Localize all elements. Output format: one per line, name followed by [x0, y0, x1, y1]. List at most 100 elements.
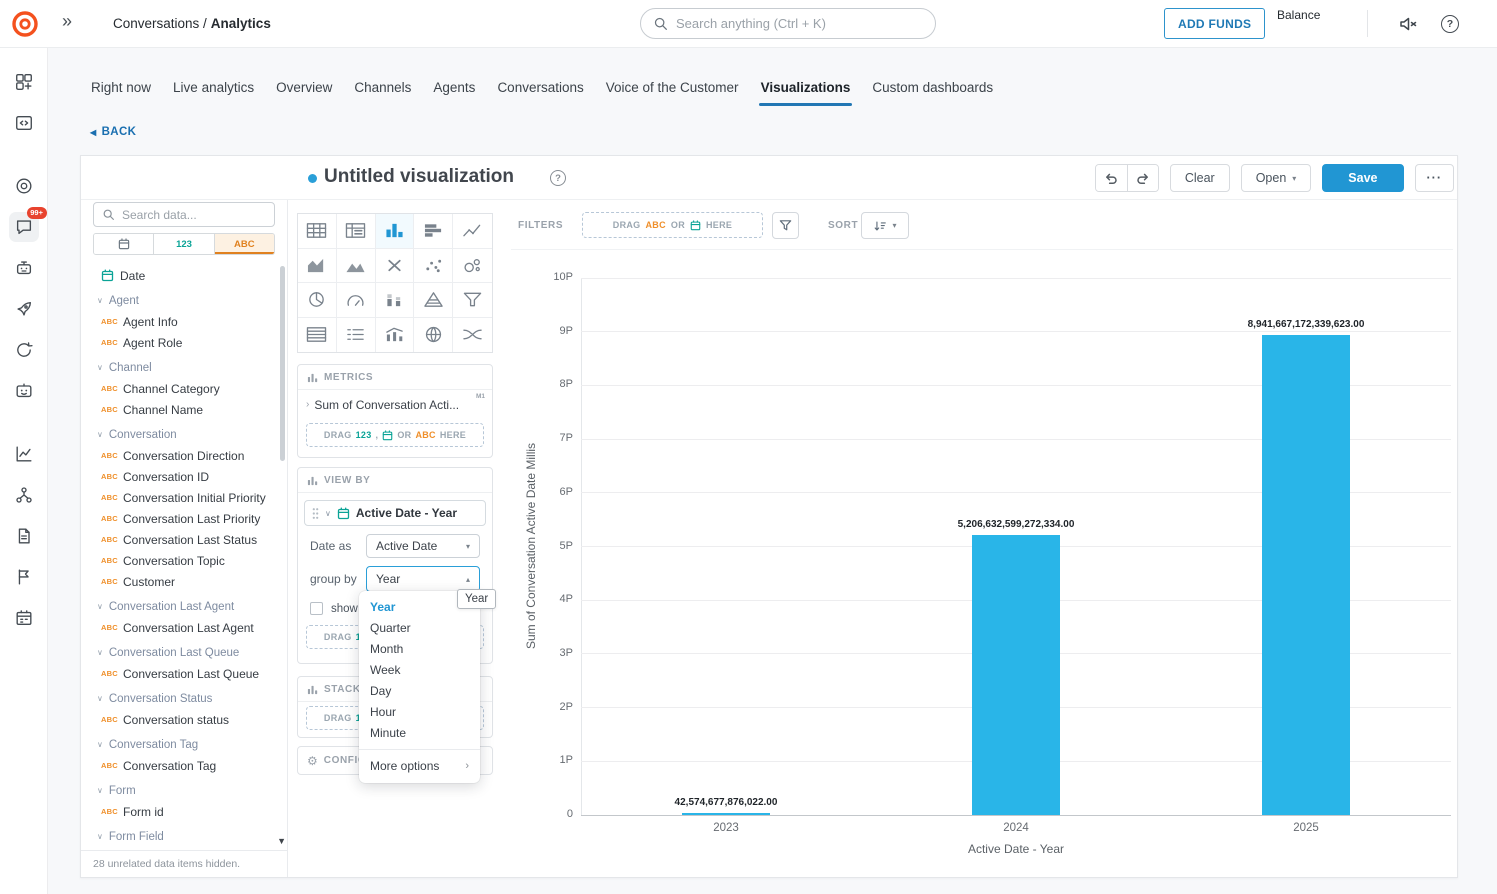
- stacked-bar-icon[interactable]: [375, 283, 415, 318]
- add-funds-button[interactable]: ADD FUNDS: [1164, 8, 1266, 39]
- tab-overview[interactable]: Overview: [276, 79, 333, 95]
- redo-button[interactable]: [1126, 165, 1158, 191]
- field-group-channel[interactable]: ∨ Channel: [97, 357, 279, 378]
- field-search[interactable]: [93, 202, 275, 227]
- mute-icon[interactable]: [1398, 14, 1418, 34]
- field-group-agent[interactable]: ∨ Agent: [97, 290, 279, 311]
- sort-select[interactable]: ▾: [861, 212, 909, 239]
- field-item-customer[interactable]: ABC Customer: [97, 571, 279, 592]
- scatter-icon[interactable]: [414, 248, 454, 283]
- bubble-icon[interactable]: [453, 249, 492, 283]
- field-item-conversation-status[interactable]: ABC Conversation status: [97, 709, 279, 730]
- target-icon[interactable]: [9, 171, 39, 201]
- line-chart-icon[interactable]: [9, 439, 39, 469]
- date-type-tab[interactable]: [94, 234, 154, 254]
- geo-map-icon[interactable]: [414, 317, 454, 352]
- tab-right-now[interactable]: Right now: [91, 79, 152, 95]
- more-actions-button[interactable]: ···: [1414, 164, 1454, 192]
- help-icon[interactable]: ?: [1441, 15, 1459, 33]
- save-button[interactable]: Save: [1322, 164, 1404, 192]
- bar-2025[interactable]: [1262, 334, 1350, 815]
- axis-chart-icon[interactable]: [375, 248, 415, 283]
- dropdown-option-hour[interactable]: Hour: [370, 705, 397, 719]
- line-chart-icon[interactable]: [453, 214, 492, 249]
- help-icon[interactable]: ?: [550, 170, 566, 186]
- calendar-grid-icon[interactable]: [9, 603, 39, 633]
- chevron-down-icon[interactable]: ∨: [325, 508, 331, 518]
- back-button[interactable]: ◀ BACK: [90, 126, 136, 138]
- metric-item[interactable]: › Sum of Conversation Acti... M1: [298, 390, 492, 419]
- code-box-icon[interactable]: [9, 108, 39, 138]
- apps-icon[interactable]: [9, 67, 39, 97]
- table-icon[interactable]: [298, 214, 337, 249]
- flag-icon[interactable]: [9, 562, 39, 592]
- tab-visualizations[interactable]: Visualizations: [750, 70, 862, 106]
- sync-icon[interactable]: [9, 335, 39, 365]
- field-item-agent-role[interactable]: ABC Agent Role: [97, 332, 279, 353]
- field-item-form-id[interactable]: ABC Form id: [97, 801, 279, 822]
- area-chart-icon[interactable]: [298, 248, 337, 283]
- field-item-conversation-last-agent[interactable]: ABC Conversation Last Agent: [97, 617, 279, 638]
- chat-icon[interactable]: 99+: [8, 207, 47, 242]
- tab-live-analytics[interactable]: Live analytics: [173, 79, 255, 95]
- field-group-form-field[interactable]: ∨ Form Field: [97, 826, 279, 847]
- gauge-icon[interactable]: [336, 283, 376, 318]
- field-group-conversation-last-queue[interactable]: ∨ Conversation Last Queue: [97, 642, 279, 663]
- clear-button[interactable]: Clear: [1169, 164, 1230, 192]
- field-item-conversation-last-status[interactable]: ABC Conversation Last Status: [97, 529, 279, 550]
- combo-chart-icon[interactable]: [376, 317, 415, 352]
- field-item-channel-category[interactable]: ABC Channel Category: [97, 378, 279, 399]
- bar-2024[interactable]: [972, 535, 1060, 815]
- field-item-conversation-topic[interactable]: ABC Conversation Topic: [97, 550, 279, 571]
- tab-custom-dashboards[interactable]: Custom dashboards: [872, 79, 994, 95]
- global-search-input[interactable]: [676, 16, 923, 31]
- checkbox[interactable]: [310, 602, 323, 615]
- date-as-select[interactable]: Active Date ▾: [366, 534, 480, 558]
- field-item-date[interactable]: Date: [97, 265, 279, 286]
- pivot-table-icon[interactable]: [336, 214, 376, 249]
- field-group-conversation-status[interactable]: ∨ Conversation Status: [97, 688, 279, 709]
- text-type-tab[interactable]: ABC: [213, 234, 274, 254]
- filters-dropzone[interactable]: DRAG ABC OR HERE: [582, 212, 763, 238]
- bar-horizontal-icon[interactable]: [414, 214, 454, 249]
- scroll-down-icon[interactable]: ▼: [277, 836, 286, 846]
- field-search-input[interactable]: [122, 207, 266, 222]
- expand-sidebar-icon[interactable]: »: [62, 11, 73, 31]
- rocket-icon[interactable]: [9, 294, 39, 324]
- mountain-chart-icon[interactable]: [336, 248, 376, 283]
- global-search[interactable]: [640, 8, 936, 39]
- field-group-form[interactable]: ∨ Form: [97, 780, 279, 801]
- summary-icon[interactable]: [337, 317, 376, 352]
- pyramid-icon[interactable]: [414, 283, 454, 318]
- tab-agents[interactable]: Agents: [433, 79, 476, 95]
- assistant-icon[interactable]: [9, 376, 39, 406]
- field-group-conversation-tag[interactable]: ∨ Conversation Tag: [97, 734, 279, 755]
- field-item-conversation-last-queue[interactable]: ABC Conversation Last Queue: [97, 663, 279, 684]
- dropdown-option-year[interactable]: Year: [370, 600, 396, 614]
- field-group-conversation-last-agent[interactable]: ∨ Conversation Last Agent: [97, 596, 279, 617]
- open-button[interactable]: Open ▾: [1240, 164, 1312, 192]
- bar-chart-icon[interactable]: [375, 214, 415, 249]
- number-type-tab[interactable]: 123: [153, 234, 214, 254]
- bar-2023[interactable]: [682, 812, 770, 815]
- tab-channels[interactable]: Channels: [354, 79, 412, 95]
- field-item-channel-name[interactable]: ABC Channel Name: [97, 399, 279, 420]
- dropdown-option-quarter[interactable]: Quarter: [370, 621, 411, 635]
- tab-conversations[interactable]: Conversations: [497, 79, 584, 95]
- more-options-item[interactable]: More options ›: [359, 755, 480, 777]
- sankey-icon[interactable]: [453, 318, 492, 353]
- view-by-field-pill[interactable]: ∨ Active Date - Year: [304, 500, 486, 526]
- tab-voice-of-the-customer[interactable]: Voice of the Customer: [605, 79, 739, 95]
- dropdown-option-day[interactable]: Day: [370, 684, 392, 698]
- metrics-dropzone[interactable]: DRAG 123 , OR ABC HERE: [306, 423, 484, 447]
- funnel-chart-icon[interactable]: [453, 283, 492, 318]
- scrollbar-thumb[interactable]: [280, 266, 285, 461]
- field-item-conversation-initial-priority[interactable]: ABC Conversation Initial Priority: [97, 487, 279, 508]
- undo-button[interactable]: [1095, 165, 1127, 191]
- document-icon[interactable]: [9, 521, 39, 551]
- dropdown-option-minute[interactable]: Minute: [370, 726, 407, 740]
- breadcrumb-section[interactable]: Conversations /: [113, 16, 207, 31]
- field-item-conversation-direction[interactable]: ABC Conversation Direction: [97, 445, 279, 466]
- filter-button[interactable]: [772, 212, 799, 239]
- pie-icon[interactable]: [298, 283, 337, 318]
